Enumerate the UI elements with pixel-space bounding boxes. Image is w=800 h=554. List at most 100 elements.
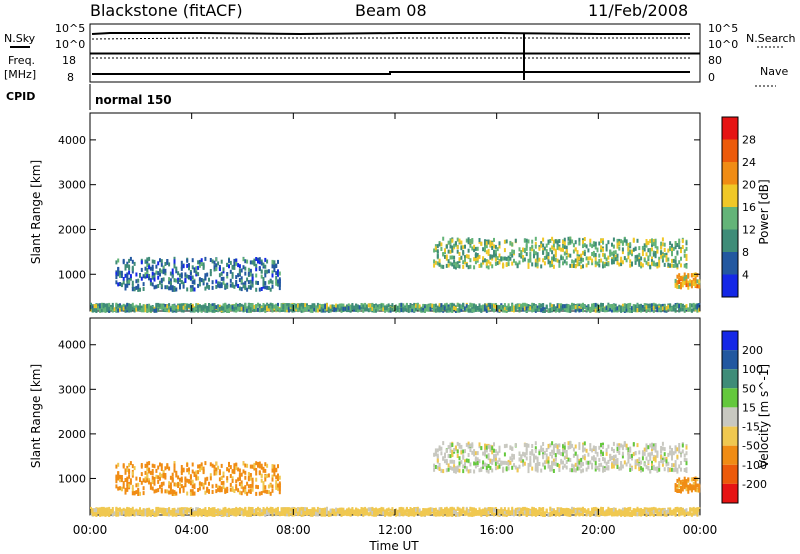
echo-cell: [656, 304, 659, 309]
noise-left-tick-top: 10^5: [55, 22, 85, 35]
echo-cell: [231, 274, 234, 279]
echo-cell: [195, 305, 198, 310]
echo-cell: [335, 307, 338, 312]
echo-cell: [249, 260, 252, 265]
echo-cell: [255, 477, 258, 482]
echo-cell: [484, 258, 486, 263]
echo-cell: [211, 280, 214, 285]
echo-cell: [587, 248, 590, 253]
echo-cell: [373, 508, 376, 513]
echo-cell: [520, 250, 523, 255]
echo-cell: [159, 507, 161, 512]
echo-cell: [351, 508, 354, 513]
echo-cell: [240, 279, 243, 284]
echo-cell: [645, 243, 648, 248]
echo-cell: [433, 508, 436, 513]
echo-cell: [680, 281, 682, 286]
echo-cell: [618, 238, 621, 243]
echo-cell: [258, 257, 261, 262]
echo-cell: [149, 305, 152, 310]
echo-cell: [159, 258, 161, 263]
echo-cell: [681, 304, 684, 309]
echo-cell: [462, 260, 465, 265]
echo-cell: [260, 512, 263, 517]
echo-cell: [244, 470, 247, 475]
echo-cell: [458, 308, 461, 313]
echo-cell: [658, 263, 661, 268]
echo-cell: [438, 262, 441, 267]
echo-cell: [473, 508, 476, 513]
echo-cell: [638, 512, 641, 517]
echo-cell: [338, 303, 341, 308]
echo-cell: [93, 508, 96, 513]
echo-cell: [661, 306, 664, 311]
echo-cell: [213, 511, 216, 516]
echo-cell: [603, 511, 606, 516]
echo-cell: [641, 509, 644, 513]
echo-cell: [465, 263, 468, 268]
echo-cell: [251, 507, 254, 511]
echo-cell: [525, 303, 528, 308]
echo-cell: [222, 303, 225, 308]
echo-cell: [669, 246, 672, 250]
echo-cell: [340, 507, 343, 512]
echo-cell: [558, 246, 561, 251]
echo-cell: [484, 242, 486, 247]
echo-cell: [135, 476, 138, 481]
echo-cell: [611, 509, 613, 514]
echo-cell: [518, 247, 521, 252]
echo-cell: [346, 304, 348, 309]
echo-cell: [596, 510, 599, 514]
echo-cell: [193, 473, 196, 477]
echo-cell: [507, 262, 510, 267]
echo-cell: [647, 306, 650, 311]
echo-cell: [99, 508, 102, 513]
echo-cell: [95, 512, 98, 517]
echo-cell: [195, 509, 198, 514]
echo-cell: [533, 507, 535, 512]
echo-cell: [295, 303, 298, 308]
echo-cell: [164, 271, 167, 276]
echo-cell: [166, 308, 169, 313]
echo-cell: [120, 274, 123, 278]
echo-cell: [356, 305, 359, 310]
echo-cell: [146, 270, 149, 275]
echo-cell: [456, 261, 459, 266]
echo-cell: [273, 472, 276, 477]
echo-cell: [184, 305, 187, 310]
echo-cell: [226, 486, 229, 491]
echo-cell: [413, 302, 416, 307]
echo-cell: [643, 509, 646, 514]
echo-cell: [204, 461, 207, 466]
echo-cell: [418, 304, 421, 309]
echo-cell: [489, 254, 492, 259]
echo-cell: [235, 506, 238, 511]
echo-cell: [148, 305, 151, 310]
echo-cell: [249, 511, 252, 516]
echo-cell: [249, 464, 252, 469]
echo-cell: [444, 510, 446, 515]
echo-cell: [300, 306, 303, 311]
echo-cell: [462, 507, 465, 512]
echo-cell: [594, 512, 597, 517]
echo-cell: [182, 507, 185, 512]
echo-cell: [493, 237, 495, 242]
echo-cell: [583, 249, 586, 254]
echo-cell: [135, 304, 138, 309]
echo-cell: [629, 244, 632, 249]
echo-cell: [197, 512, 200, 517]
echo-cell: [191, 462, 194, 467]
echo-cell: [180, 469, 183, 473]
echo-cell: [191, 479, 194, 484]
echo-cell: [442, 252, 445, 257]
echo-cell: [271, 284, 274, 289]
echo-cell: [605, 308, 608, 313]
echo-cell: [151, 471, 154, 476]
echo-cell: [129, 512, 132, 517]
echo-cell: [164, 285, 167, 290]
echo-cell: [106, 507, 109, 512]
echo-cell: [235, 484, 238, 489]
echo-cell: [416, 303, 419, 307]
echo-cell: [316, 308, 319, 313]
echo-cell: [155, 284, 158, 289]
